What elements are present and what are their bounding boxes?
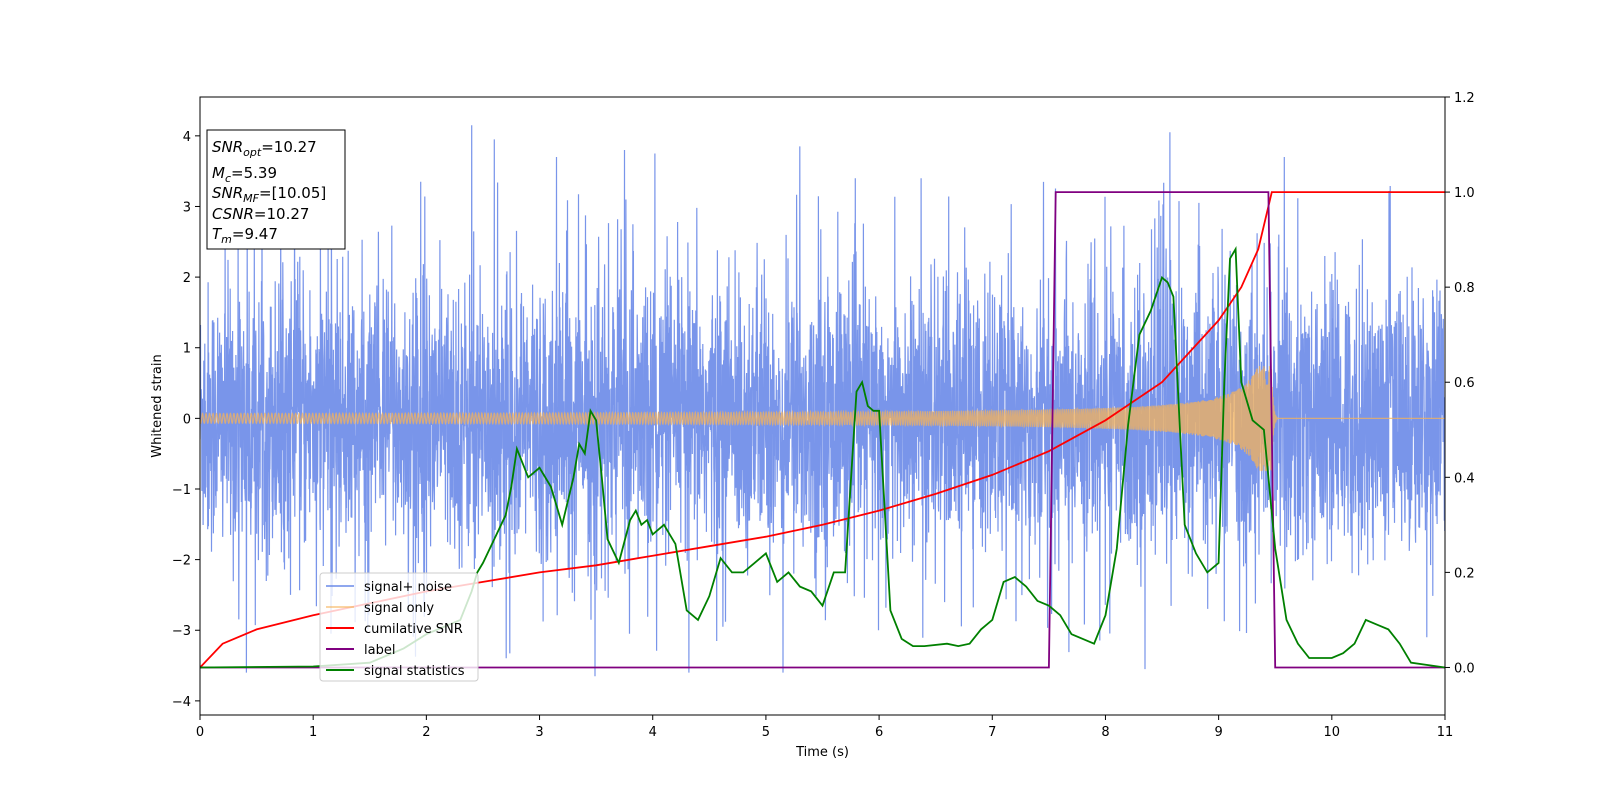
y-tick-label-left: −1 xyxy=(172,483,191,498)
series-label-line xyxy=(200,191,1445,669)
y-tick-label-left: 3 xyxy=(183,200,191,215)
legend-entry-label: signal only xyxy=(364,601,434,616)
x-axis-label: Time (s) xyxy=(795,745,849,760)
x-tick-label: 2 xyxy=(422,725,430,740)
x-tick-label: 1 xyxy=(309,725,317,740)
series-signal-noise-line xyxy=(200,125,1445,677)
annotation-line: Tm=9.47 xyxy=(212,225,278,246)
x-tick-label: 8 xyxy=(1101,725,1109,740)
annotation-line: SNRMF=[10.05] xyxy=(212,184,326,205)
annotation-symbol: CSNR xyxy=(212,205,254,223)
annotation-line: SNRopt=10.27 xyxy=(212,138,317,159)
y-tick-label-left: 1 xyxy=(183,342,191,357)
y-tick-label-left: −2 xyxy=(172,554,191,569)
y-tick-label-left: 2 xyxy=(183,271,191,286)
y-tick-label-left: −4 xyxy=(172,695,191,710)
x-tick-label: 9 xyxy=(1214,725,1222,740)
x-tick-label: 7 xyxy=(988,725,996,740)
annotation-line: Mc=5.39 xyxy=(212,164,277,185)
axes: 0 1 2 3 4 5 6 7 8 9 10 11 −4 −3 −2 −1 0 1 2 3 4 0.0 0.2 0.4 0.6 0… xyxy=(172,91,1475,740)
annotation-subscript: opt xyxy=(243,146,262,159)
legend-entry-label: cumilative SNR xyxy=(364,622,463,637)
x-tick-label: 6 xyxy=(875,725,883,740)
y-tick-label-right: 1.2 xyxy=(1454,91,1475,106)
annotation-value: =10.27 xyxy=(254,205,310,223)
annotation-value: =5.39 xyxy=(231,164,277,182)
legend-entry-label: signal statistics xyxy=(364,664,465,679)
x-tick-label: 3 xyxy=(535,725,543,740)
x-tick-label: 0 xyxy=(196,725,204,740)
y-tick-label-left: 0 xyxy=(183,412,191,427)
annotation-frame xyxy=(206,129,346,250)
series-signal-only-line xyxy=(200,365,1445,472)
y-tick-label-right: 0.0 xyxy=(1454,661,1475,676)
annotation-box: SNRopt=10.27Mc=5.39SNRMF=[10.05]CSNR=10.… xyxy=(206,129,346,250)
annotation-value: =[10.05] xyxy=(259,184,326,202)
annotation-subscript: m xyxy=(221,233,232,246)
x-tick-label: 11 xyxy=(1437,725,1454,740)
annotation-symbol: SNR xyxy=(212,138,243,156)
y-tick-label-right: 1.0 xyxy=(1454,186,1475,201)
x-tick-label: 5 xyxy=(762,725,770,740)
annotation-value: =9.47 xyxy=(232,225,278,243)
x-tick-label: 4 xyxy=(649,725,657,740)
annotation-subscript: MF xyxy=(243,192,259,205)
y-axis-label-left: Whitened strain xyxy=(150,354,165,457)
annotation-symbol: T xyxy=(212,225,223,243)
y-tick-label-left: −3 xyxy=(172,624,191,639)
x-tick-label: 10 xyxy=(1324,725,1341,740)
annotation-subscript: c xyxy=(225,172,231,185)
axes-frame xyxy=(199,96,1446,716)
legend-frame xyxy=(319,572,479,682)
legend: signal+ noise signal only cumilative SNR la… xyxy=(319,572,479,682)
y-tick-label-left: 4 xyxy=(183,130,191,145)
annotation-value: =10.27 xyxy=(261,138,317,156)
y-tick-label-right: 0.4 xyxy=(1454,471,1475,486)
series-signal-statistics-line xyxy=(200,246,1445,669)
annotation-symbol: SNR xyxy=(212,184,243,202)
annotation-line: CSNR=10.27 xyxy=(212,205,309,223)
y-tick-label-right: 0.8 xyxy=(1454,281,1475,296)
annotation-symbol: M xyxy=(212,164,225,182)
y-tick-label-right: 0.6 xyxy=(1454,376,1475,391)
y-tick-label-right: 0.2 xyxy=(1454,566,1475,581)
legend-entry-label: signal+ noise xyxy=(364,580,452,595)
legend-entry-label: label xyxy=(364,643,395,658)
